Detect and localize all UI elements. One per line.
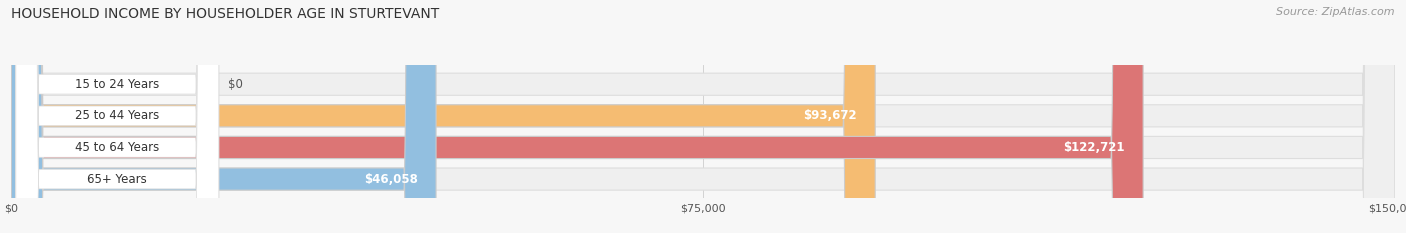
- Text: 65+ Years: 65+ Years: [87, 173, 148, 185]
- FancyBboxPatch shape: [11, 0, 875, 233]
- FancyBboxPatch shape: [15, 0, 219, 233]
- FancyBboxPatch shape: [11, 0, 1395, 233]
- FancyBboxPatch shape: [15, 0, 219, 233]
- Text: HOUSEHOLD INCOME BY HOUSEHOLDER AGE IN STURTEVANT: HOUSEHOLD INCOME BY HOUSEHOLDER AGE IN S…: [11, 7, 440, 21]
- FancyBboxPatch shape: [11, 0, 436, 233]
- FancyBboxPatch shape: [11, 0, 1395, 233]
- Text: 45 to 64 Years: 45 to 64 Years: [75, 141, 159, 154]
- Text: Source: ZipAtlas.com: Source: ZipAtlas.com: [1277, 7, 1395, 17]
- Text: $0: $0: [228, 78, 243, 91]
- Text: 25 to 44 Years: 25 to 44 Years: [75, 109, 159, 122]
- FancyBboxPatch shape: [11, 0, 1395, 233]
- Text: 15 to 24 Years: 15 to 24 Years: [75, 78, 159, 91]
- FancyBboxPatch shape: [15, 0, 219, 233]
- Text: $122,721: $122,721: [1063, 141, 1125, 154]
- FancyBboxPatch shape: [15, 0, 219, 233]
- FancyBboxPatch shape: [11, 0, 1143, 233]
- Text: $46,058: $46,058: [364, 173, 418, 185]
- FancyBboxPatch shape: [11, 0, 1395, 233]
- Text: $93,672: $93,672: [803, 109, 856, 122]
